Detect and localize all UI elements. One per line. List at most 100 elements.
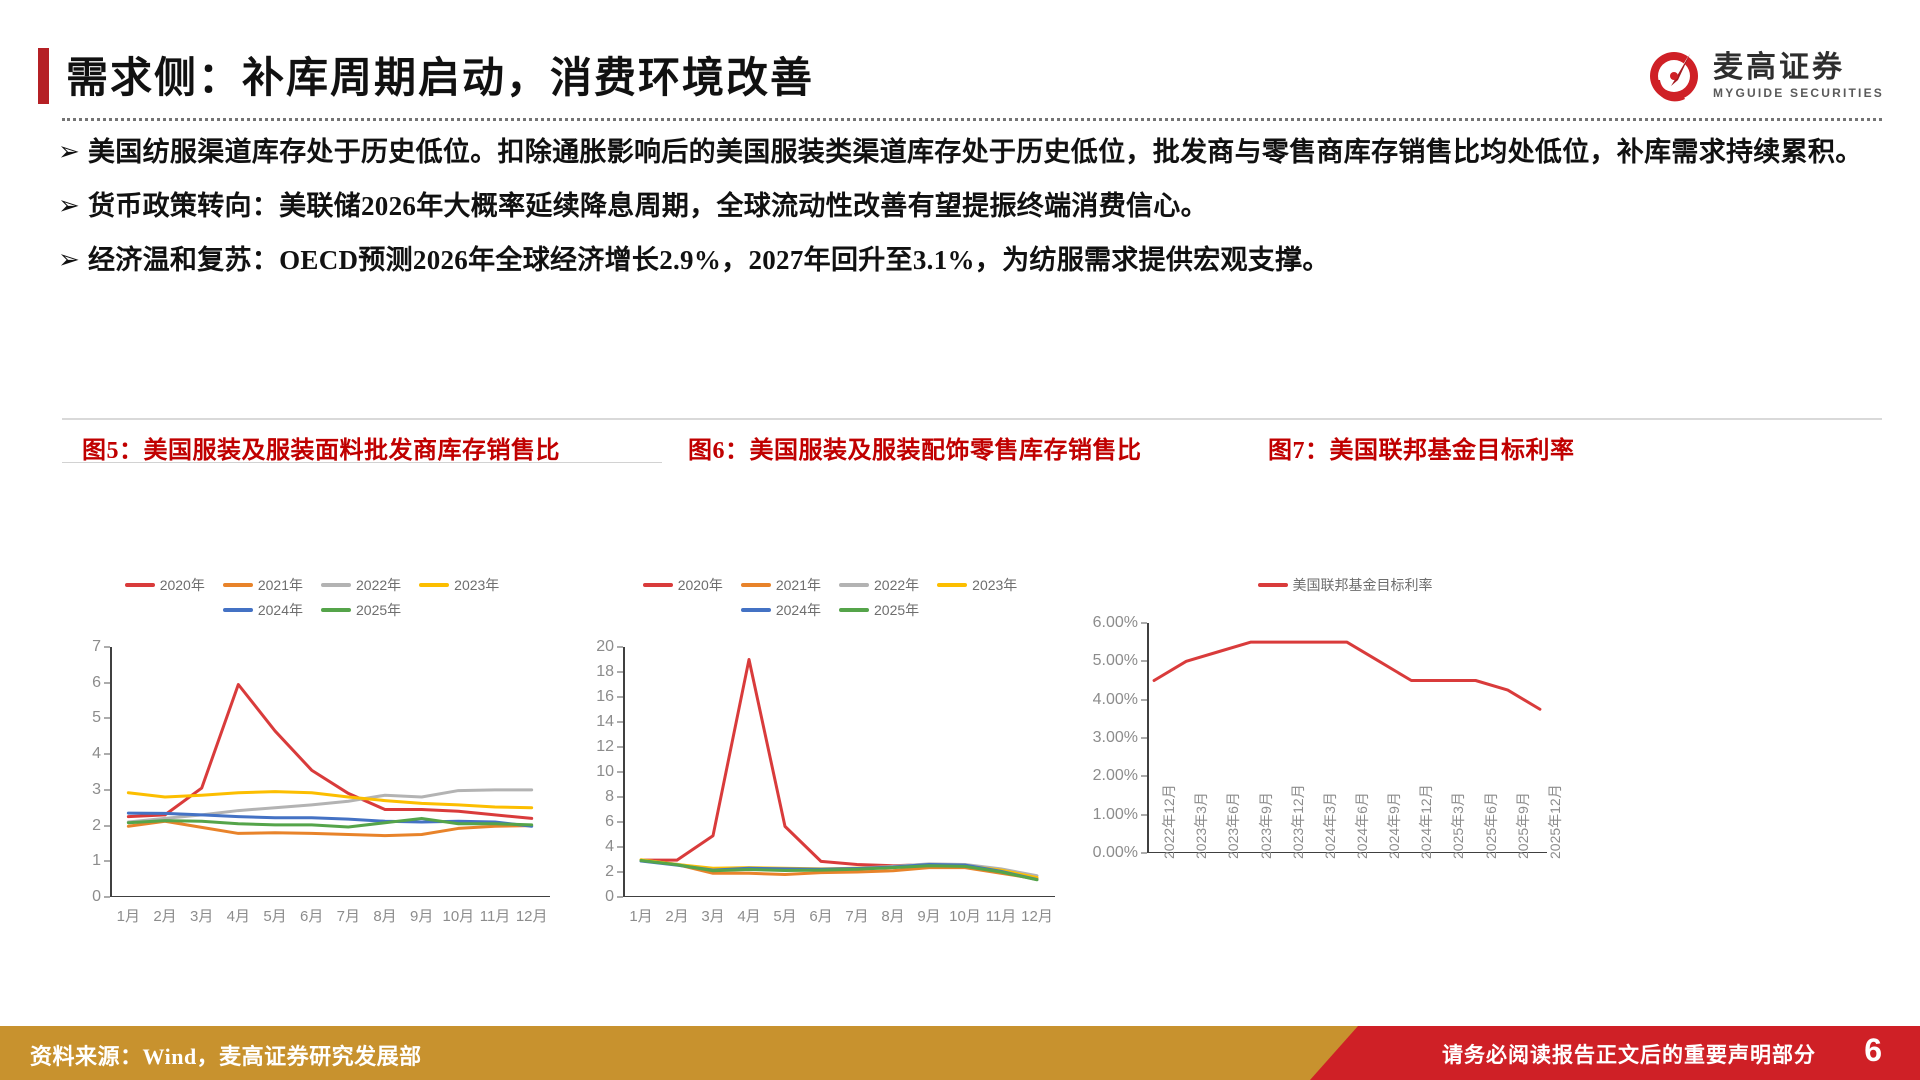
- x-tick-label: 2025年12月: [1546, 784, 1563, 859]
- myguide-logo-icon: [1645, 47, 1703, 105]
- y-tick-label: 10: [596, 763, 614, 780]
- y-tick-mark: [1141, 737, 1147, 739]
- legend-label: 2023年: [972, 577, 1018, 593]
- y-tick-label: 0.00%: [1092, 844, 1138, 861]
- series-line: [639, 658, 1039, 881]
- y-tick-mark: [1141, 622, 1147, 624]
- y-tick-label: 1: [92, 852, 101, 870]
- fig5-plot-area: 0 1 2 3 4 5 6 7 1月 2月 3月 4月 5月 6月 7月 8月 9月 10月 11月 12月: [92, 638, 550, 925]
- logo-name-cn: 麦高证券: [1713, 50, 1846, 84]
- legend-item[interactable]: 美国联邦基金目标利率: [1257, 575, 1433, 595]
- fig6-legend: 2020年 2021年 2022年 2023年 2024年 2025年: [605, 575, 1055, 625]
- bullet-marker-icon: ➢: [58, 137, 80, 167]
- y-tick-mark: [1141, 660, 1147, 662]
- y-tick-mark: [617, 771, 623, 773]
- x-tick-label: 11月: [985, 908, 1017, 925]
- legend-item[interactable]: 2023年: [419, 575, 499, 595]
- y-tick-mark: [104, 789, 110, 791]
- y-tick-label: 0: [92, 888, 101, 905]
- series-line: [126, 819, 534, 838]
- x-tick-label: 10月: [949, 908, 981, 925]
- legend-swatch-icon: [839, 608, 869, 612]
- y-tick-mark: [617, 696, 623, 698]
- legend-item[interactable]: 2020年: [642, 575, 723, 595]
- fig6-plot-area: 0 2 4 6 8 10 12 14 16 18 20 1月 2月 3月 4月 5月 6月 7月 8月 9月 10月 11…: [596, 638, 1055, 925]
- y-tick-label: 14: [596, 713, 614, 730]
- legend-item[interactable]: 2020年: [124, 575, 205, 595]
- y-tick-label: 4: [605, 838, 614, 855]
- y-tick-mark: [617, 721, 623, 723]
- legend-label: 2023年: [454, 577, 500, 593]
- y-tick-mark: [617, 846, 623, 848]
- y-axis: [110, 647, 112, 897]
- y-tick-label: 16: [596, 688, 614, 705]
- x-axis: [623, 895, 1055, 897]
- chart-fig6: 2020年 2021年 2022年 2023年 2024年 2025年 0 2 4 6 8 10 12 1…: [565, 575, 1065, 960]
- series-line: [126, 811, 534, 828]
- legend-item[interactable]: 2021年: [222, 575, 303, 595]
- y-tick-mark: [104, 682, 110, 684]
- y-tick-label: 5.00%: [1092, 652, 1138, 670]
- y-axis: [1147, 623, 1149, 853]
- footer-note-band: [1310, 1026, 1920, 1080]
- legend-item[interactable]: 2024年: [740, 600, 821, 620]
- x-tick-label: 7月: [336, 908, 360, 925]
- legend-swatch-icon: [1257, 583, 1288, 587]
- x-tick-label: 12月: [1021, 908, 1053, 925]
- y-tick-mark: [1141, 814, 1147, 816]
- legend-swatch-icon: [321, 608, 351, 612]
- legend-swatch-icon: [222, 608, 253, 612]
- y-tick-mark: [617, 896, 623, 898]
- bullet-text: 经济温和复苏：OECD预测2026年全球经济增长2.9%，2027年回升至3.1…: [88, 245, 1330, 275]
- legend-label: 2021年: [257, 577, 303, 593]
- y-tick-label: 3: [92, 780, 101, 798]
- legend-label: 2024年: [257, 602, 303, 618]
- legend-label: 2022年: [356, 577, 402, 593]
- figure5-underline: [62, 462, 662, 463]
- legend-swatch-icon: [321, 583, 351, 587]
- legend-item[interactable]: 2021年: [740, 575, 821, 595]
- legend-item[interactable]: 2023年: [937, 575, 1017, 595]
- legend-item[interactable]: 2022年: [321, 575, 401, 595]
- legend-swatch-icon: [124, 583, 155, 587]
- legend-label: 美国联邦基金目标利率: [1292, 577, 1433, 593]
- legend-item[interactable]: 2024年: [222, 600, 303, 620]
- x-tick-label: 10月: [442, 908, 475, 925]
- logo-name-en: MYGUIDE SECURITIES: [1713, 86, 1884, 101]
- y-tick-label: 4: [92, 745, 101, 763]
- x-axis: [110, 895, 550, 897]
- legend-label: 2025年: [356, 602, 402, 618]
- legend-label: 2022年: [874, 577, 920, 593]
- y-tick-label: 6: [92, 673, 101, 691]
- y-tick-mark: [104, 860, 110, 862]
- legend-item[interactable]: 2022年: [839, 575, 919, 595]
- y-tick-label: 5: [92, 709, 101, 727]
- legend-swatch-icon: [419, 583, 450, 587]
- legend-item[interactable]: 2025年: [321, 600, 401, 620]
- series-line: [126, 816, 534, 829]
- y-tick-mark: [104, 717, 110, 719]
- figure6-title: 图6：美国服装及服装配饰零售库存销售比: [688, 438, 1142, 464]
- y-tick-label: 2.00%: [1092, 767, 1138, 785]
- chart-fig5: 2020年 2021年 2022年 2023年 2024年 2025年 0 1 2 3 4 5 6 7 1月…: [62, 575, 562, 960]
- y-tick-label: 18: [596, 663, 614, 680]
- y-tick-mark: [1141, 852, 1147, 854]
- page-title: 需求侧：补库周期启动，消费环境改善: [66, 56, 815, 102]
- legend-label: 2020年: [677, 577, 723, 593]
- x-tick-label: 1月: [629, 908, 653, 925]
- bullet-text: 货币政策转向：美联储2026年大概率延续降息周期，全球流动性改善有望提振终端消费…: [88, 191, 1208, 221]
- legend-item[interactable]: 2025年: [839, 600, 919, 620]
- series-line: [639, 859, 1039, 882]
- title-accent-bar: [38, 48, 49, 104]
- page-footer: 资料来源：Wind，麦高证券研究发展部 请务必阅读报告正文后的重要声明部分 6: [0, 1026, 1920, 1080]
- y-tick-mark: [617, 671, 623, 673]
- legend-label: 2024年: [775, 602, 821, 618]
- legend-label: 2025年: [874, 602, 920, 618]
- y-tick-label: 7: [92, 638, 101, 655]
- y-tick-label: 6.00%: [1092, 614, 1138, 631]
- header-divider: [62, 118, 1882, 121]
- y-tick-mark: [617, 746, 623, 748]
- bullet-item: ➢ 经济温和复苏：OECD预测2026年全球经济增长2.9%，2027年回升至3…: [58, 240, 1868, 280]
- y-axis: [623, 647, 625, 897]
- logo-text: 麦高证券 MYGUIDE SECURITIES: [1713, 52, 1884, 101]
